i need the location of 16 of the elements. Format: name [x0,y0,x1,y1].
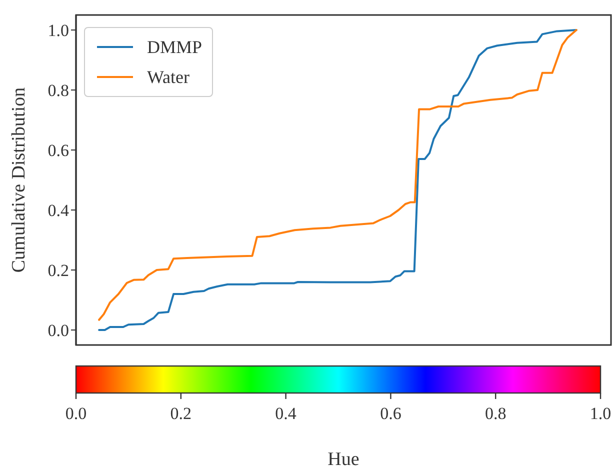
y-axis-title: Cumulative Distribution [8,86,30,273]
y-tick-label: 0.4 [48,201,70,220]
x-tick-label: 0.8 [484,404,506,423]
y-tick-label: 0.2 [48,261,69,280]
y-tick-label: 0.0 [48,321,69,340]
y-tick-label: 0.8 [48,81,69,100]
x-tick-label: 0.6 [380,404,402,423]
y-tick-label: 0.6 [48,141,69,160]
x-tick-label: 1.0 [590,404,612,423]
x-axis-title: Hue [328,449,360,467]
y-tick-label: 1.0 [48,21,69,40]
x-tick-label: 0.2 [170,404,192,423]
x-tick-label: 0.0 [65,404,87,423]
legend-label: Water [147,66,190,88]
x-tick-label: 0.4 [275,404,297,423]
legend-label: DMMP [147,36,202,58]
